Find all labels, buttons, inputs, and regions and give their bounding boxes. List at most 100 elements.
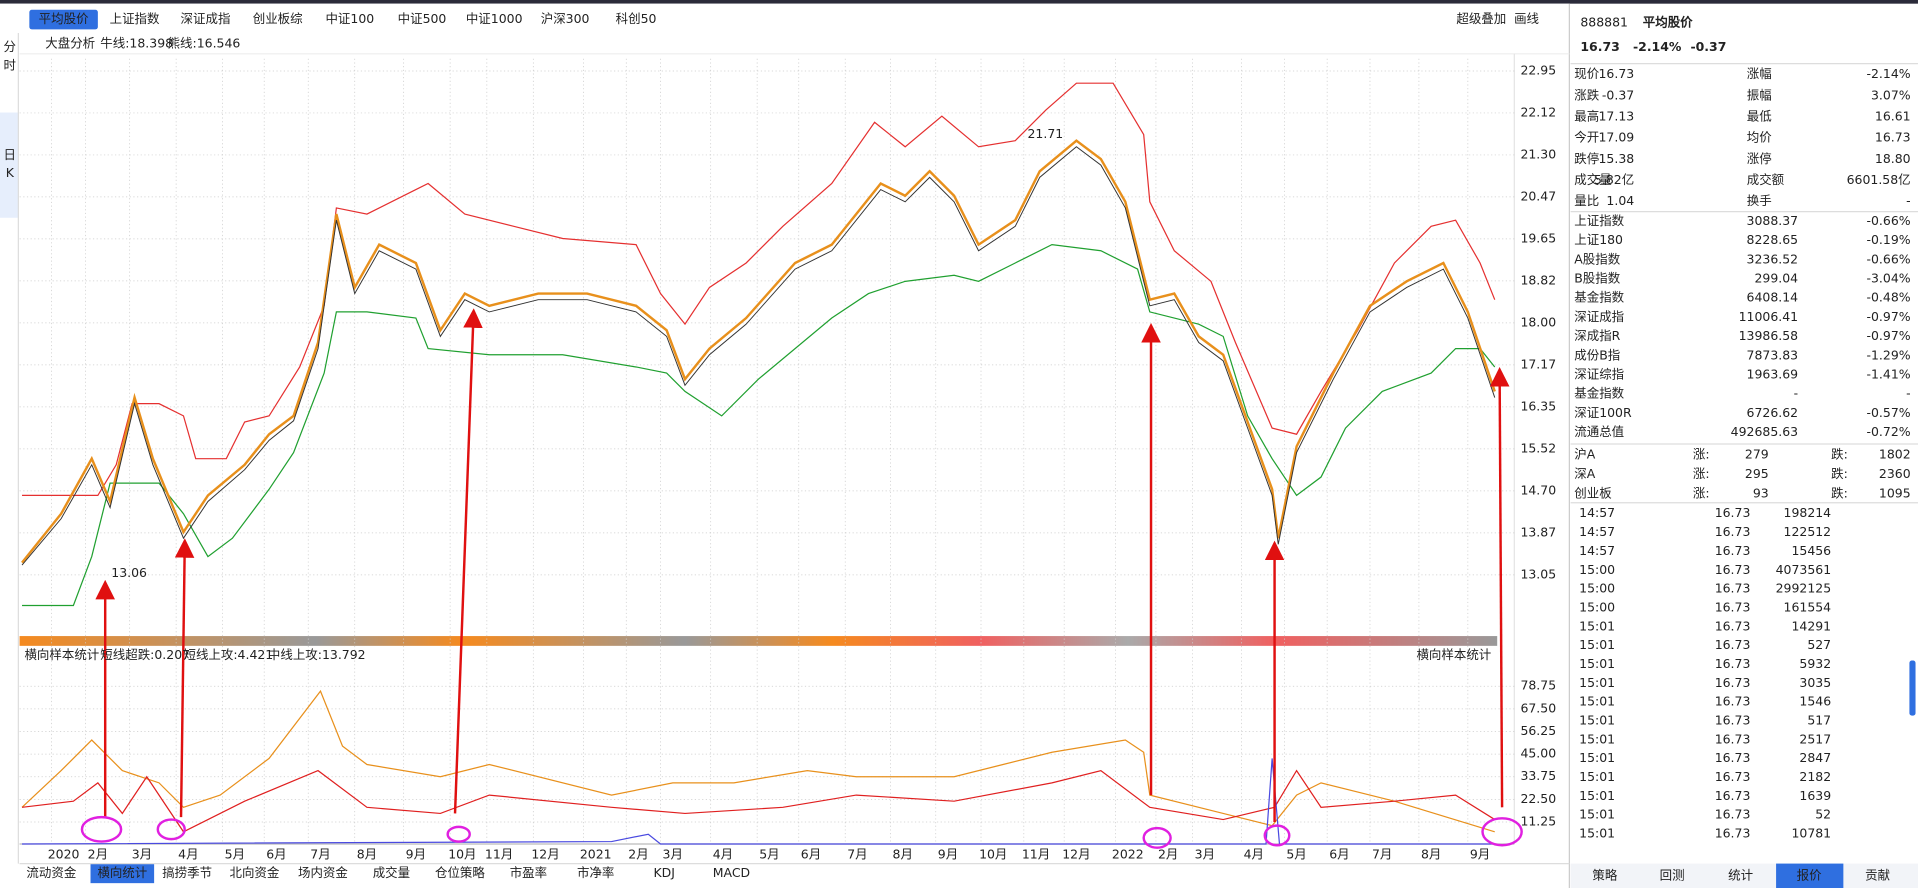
bottom-tab[interactable]: 场内资金	[298, 865, 348, 880]
top-tab[interactable]: 科创50	[616, 11, 657, 26]
trade-time: 15:01	[1579, 788, 1615, 803]
trade-price: 16.73	[1715, 825, 1751, 840]
stat-value: 3.07%	[1871, 87, 1911, 102]
bear-line: 熊线:16.546	[168, 36, 241, 51]
y-tick-label: 11.25	[1520, 813, 1556, 828]
top-tab[interactable]: 中证100	[325, 11, 374, 26]
circle	[80, 815, 123, 843]
bottom-tab[interactable]: 横向统计	[97, 865, 147, 880]
scrollbar[interactable]	[1909, 660, 1916, 716]
sub-legend: 中线上攻:13.792	[268, 647, 366, 662]
trade-price: 16.73	[1715, 637, 1751, 652]
side-tab[interactable]: 分	[4, 39, 16, 54]
top-tab[interactable]: 中证1000	[466, 11, 523, 26]
top-tab[interactable]: 深证成指	[181, 11, 231, 26]
trade-time: 15:01	[1579, 750, 1615, 765]
top-tab[interactable]: 上证指数	[110, 11, 160, 26]
index-value: -	[1794, 386, 1799, 401]
panel-tab[interactable]: 回测	[1660, 867, 1685, 882]
index-value: 8228.65	[1747, 232, 1799, 247]
market-name: 沪A	[1574, 447, 1595, 462]
bottom-tab[interactable]: 北向资金	[229, 865, 279, 880]
x-tick-label: 10月	[448, 847, 476, 862]
panel-tab[interactable]: 报价	[1797, 867, 1822, 882]
index-pct: -0.57%	[1867, 405, 1911, 420]
top-tab[interactable]: 平均股价	[39, 11, 89, 26]
trade-time: 15:01	[1579, 807, 1615, 822]
top-right-button[interactable]: 画线	[1514, 11, 1539, 26]
bottom-tab[interactable]: 成交量	[373, 865, 410, 880]
index-value: 299.04	[1754, 271, 1798, 286]
panel-tab[interactable]: 贡献	[1865, 867, 1890, 882]
trade-volume: 1639	[1799, 788, 1831, 803]
stat-label: 振幅	[1747, 87, 1772, 102]
index-name: 基金指数	[1574, 386, 1624, 401]
trade-volume: 10781	[1791, 825, 1831, 840]
sub-trace-orange	[21, 689, 1495, 833]
x-tick-label: 2月	[1158, 847, 1178, 862]
trade-price: 16.73	[1715, 562, 1751, 577]
upper-band	[22, 82, 1496, 497]
index-name: 上证指数	[1574, 213, 1624, 228]
bottom-tab[interactable]: 流动资金	[26, 865, 76, 880]
y-tick-label: 15.52	[1520, 440, 1556, 455]
top-right-button[interactable]: 超级叠加	[1456, 11, 1506, 26]
y-tick-label: 22.50	[1520, 791, 1556, 806]
down-count: 2360	[1879, 466, 1911, 481]
bottom-tab[interactable]: 市盈率	[510, 865, 547, 880]
trade-volume: 517	[1807, 712, 1831, 727]
x-tick-label: 9月	[406, 847, 426, 862]
stat-label: 量比	[1574, 193, 1599, 208]
sub-legend: 短线上攻:4.421	[183, 647, 273, 662]
y-tick-label: 18.00	[1520, 314, 1556, 329]
top-tab[interactable]: 创业板综	[253, 11, 303, 26]
trade-price: 16.73	[1715, 599, 1751, 614]
index-pct: -0.72%	[1867, 424, 1911, 439]
side-tab-bg	[0, 112, 19, 218]
index-value: 11006.41	[1739, 309, 1799, 324]
bottom-tab[interactable]: MACD	[713, 865, 750, 880]
price: 16.73	[1580, 39, 1619, 54]
x-tick-label: 11月	[485, 847, 513, 862]
bottom-tab[interactable]: 搞捞季节	[162, 865, 212, 880]
x-tick-label: 2020	[48, 847, 80, 862]
lower-band	[22, 244, 1496, 607]
index-value: 492685.63	[1731, 424, 1798, 439]
x-tick-label: 6月	[801, 847, 821, 862]
x-tick-label: 6月	[1329, 847, 1349, 862]
side-tab[interactable]: K	[6, 165, 15, 180]
x-tick-label: 8月	[893, 847, 913, 862]
up-label: 涨:	[1693, 486, 1710, 501]
index-value: 7873.83	[1747, 347, 1799, 362]
stat-value: 1.04	[1606, 193, 1634, 208]
trade-price: 16.73	[1715, 769, 1751, 784]
trade-volume: 4073561	[1776, 562, 1832, 577]
side-tab[interactable]: 时	[4, 58, 16, 73]
index-value: 3236.52	[1747, 251, 1799, 266]
trade-price: 16.73	[1715, 788, 1751, 803]
x-tick-label: 10月	[979, 847, 1007, 862]
bottom-tab[interactable]: 市净率	[577, 865, 614, 880]
y-tick-label: 56.25	[1520, 723, 1556, 738]
trade-time: 15:01	[1579, 825, 1615, 840]
index-name: 流通总值	[1574, 424, 1624, 439]
y-tick-label: 19.65	[1520, 230, 1556, 245]
index-pct: -1.41%	[1867, 367, 1911, 382]
stat-label: 最高	[1574, 108, 1599, 123]
trade-time: 15:00	[1579, 562, 1615, 577]
trade-time: 15:01	[1579, 769, 1615, 784]
bottom-tab[interactable]: 仓位策略	[435, 865, 485, 880]
panel-tab[interactable]: 策略	[1592, 867, 1617, 882]
index-pct: -0.66%	[1867, 213, 1911, 228]
bottom-tab[interactable]: KDJ	[653, 865, 674, 880]
x-tick-label: 12月	[1062, 847, 1090, 862]
top-tab[interactable]: 沪深300	[541, 11, 590, 26]
index-name: A股指数	[1574, 251, 1620, 266]
top-tab[interactable]: 中证500	[398, 11, 447, 26]
side-tab[interactable]: 日	[4, 147, 16, 162]
down-count: 1095	[1879, 486, 1911, 501]
sub-trace-red	[21, 769, 1496, 833]
panel-tab[interactable]: 统计	[1728, 867, 1753, 882]
trade-time: 15:01	[1579, 637, 1615, 652]
stat-value: 6601.58亿	[1847, 172, 1911, 187]
